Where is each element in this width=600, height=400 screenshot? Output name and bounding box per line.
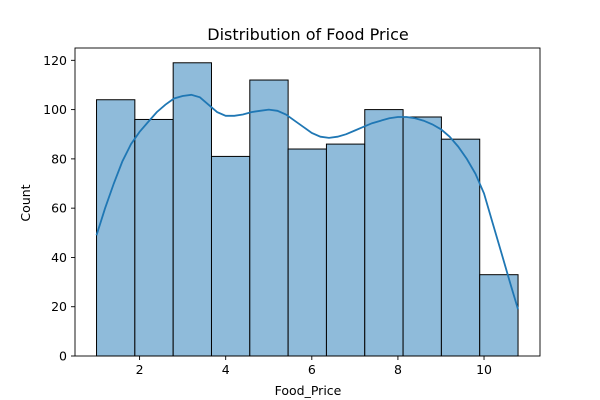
histogram-bar-11 — [479, 274, 519, 357]
y-axis-label: Count — [18, 184, 33, 221]
y-tick-label: 100 — [43, 102, 67, 117]
histogram-bar-2 — [134, 118, 174, 357]
x-tick-label: 8 — [394, 362, 402, 377]
y-tick-label: 80 — [51, 151, 67, 166]
y-axis-ticks: 0 20 40 60 80 100 120 — [43, 53, 75, 364]
bars-group — [96, 62, 519, 357]
x-tick-label: 2 — [136, 362, 144, 377]
plot-frame — [74, 47, 541, 357]
histogram-bar-8 — [364, 109, 404, 357]
histogram-bar-7 — [325, 143, 366, 357]
x-tick-label: 4 — [222, 362, 230, 377]
chart-title: Distribution of Food Price — [207, 25, 408, 44]
histogram-bar-10 — [440, 138, 481, 357]
histogram-bar-6 — [287, 148, 327, 357]
y-tick-label: 0 — [59, 349, 67, 364]
x-tick-label: 10 — [476, 362, 492, 377]
histogram-bar-1 — [96, 99, 136, 357]
histogram-bar-5 — [249, 79, 289, 357]
y-tick-label: 120 — [43, 53, 67, 68]
x-axis-ticks: 2 4 6 8 10 — [136, 356, 492, 377]
x-tick-label: 6 — [308, 362, 316, 377]
y-tick-label: 40 — [51, 250, 67, 265]
y-tick-label: 20 — [51, 299, 67, 314]
histogram-bar-4 — [210, 155, 251, 357]
y-tick-label: 60 — [51, 201, 67, 216]
histogram-bar-9 — [402, 116, 442, 357]
x-axis-label: Food_Price — [275, 383, 342, 398]
histogram-bar-3 — [172, 62, 212, 357]
kde-curve — [95, 93, 519, 310]
